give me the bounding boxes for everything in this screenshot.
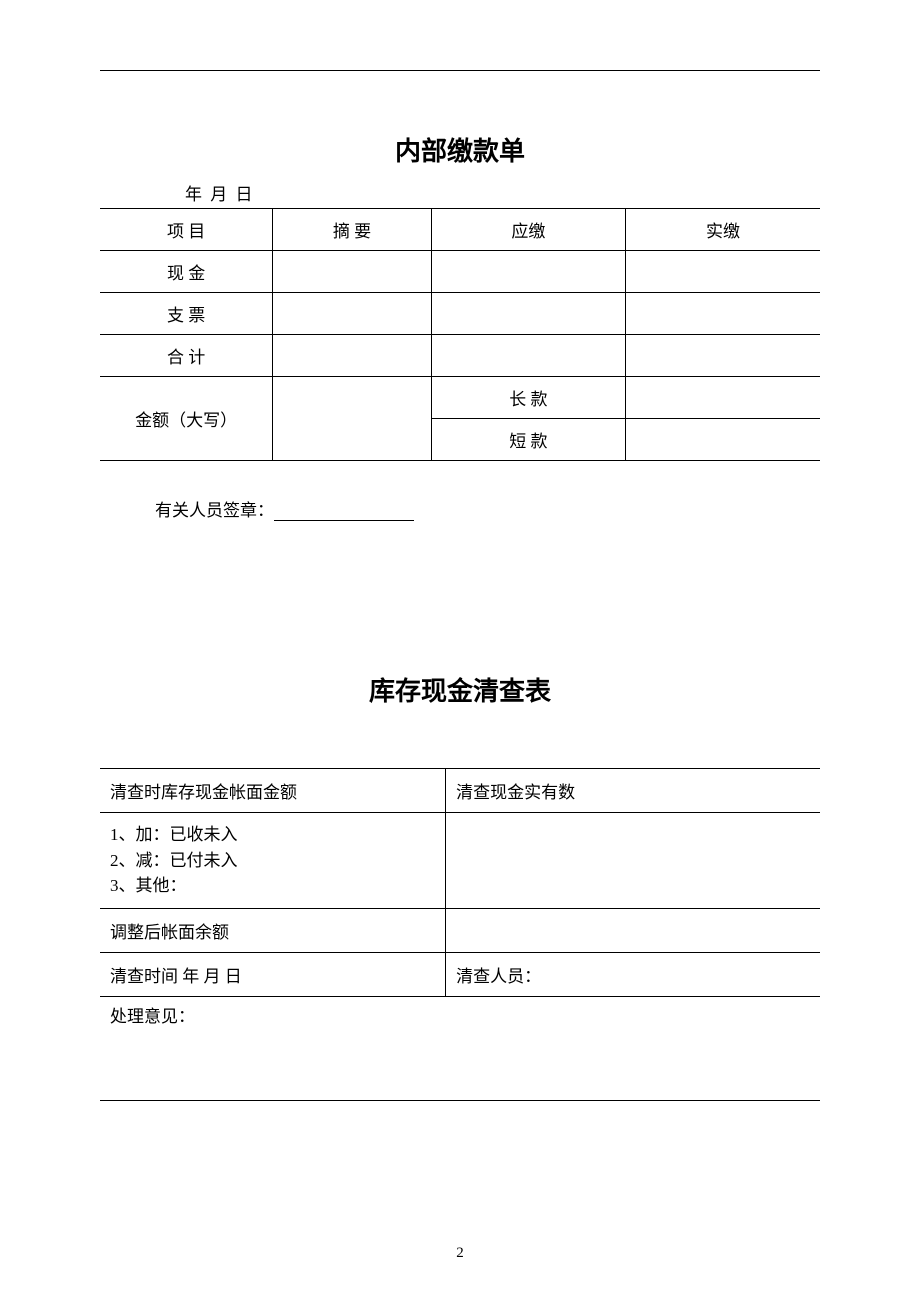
signature-field[interactable]	[274, 520, 414, 521]
row-cash: 现 金	[100, 251, 820, 293]
t2-r3c1: 调整后帐面余额	[100, 908, 446, 952]
payment-table: 项 目 摘 要 应缴 实缴 现 金 支 票 合 计 金额（大写） 长 款	[100, 208, 820, 461]
top-divider	[100, 70, 820, 71]
t2-row2: 1、加：已收未入 2、减：已付未入 3、其他：	[100, 813, 820, 909]
t2-r4c1: 清查时间 年 月 日	[100, 952, 446, 996]
t2-row4: 清查时间 年 月 日 清查人员：	[100, 952, 820, 996]
cell-check-label: 支 票	[100, 293, 273, 335]
row-check: 支 票	[100, 293, 820, 335]
cell-cash-summary[interactable]	[273, 251, 431, 293]
page-number: 2	[0, 1245, 920, 1262]
header-summary: 摘 要	[273, 209, 431, 251]
cell-cash-due[interactable]	[431, 251, 625, 293]
cell-check-summary[interactable]	[273, 293, 431, 335]
t2-r2-line1: 1、加：已收未入	[110, 825, 238, 844]
row-amount-long: 金额（大写） 长 款	[100, 377, 820, 419]
cell-short-label: 短 款	[431, 419, 625, 461]
t2-r1c2: 清查现金实有数	[446, 769, 820, 813]
cell-check-actual[interactable]	[626, 293, 820, 335]
cell-cash-label: 现 金	[100, 251, 273, 293]
header-actual: 实缴	[626, 209, 820, 251]
cell-total-due[interactable]	[431, 335, 625, 377]
cell-amount-words: 金额（大写）	[100, 377, 273, 461]
signature-line: 有关人员签章：	[100, 496, 820, 521]
header-due: 应缴	[431, 209, 625, 251]
t2-row3: 调整后帐面余额	[100, 908, 820, 952]
cell-cash-actual[interactable]	[626, 251, 820, 293]
t2-r2-line3: 3、其他：	[110, 876, 187, 895]
signature-label: 有关人员签章：	[155, 501, 274, 520]
opinion-label: 处理意见：	[100, 997, 820, 1032]
cell-long-value[interactable]	[626, 377, 820, 419]
t2-row1: 清查时库存现金帐面金额 清查现金实有数	[100, 769, 820, 813]
cash-check-table: 清查时库存现金帐面金额 清查现金实有数 1、加：已收未入 2、减：已付未入 3、…	[100, 768, 820, 997]
t2-r1c1: 清查时库存现金帐面金额	[100, 769, 446, 813]
cell-short-value[interactable]	[626, 419, 820, 461]
header-project: 项 目	[100, 209, 273, 251]
cell-total-label: 合 计	[100, 335, 273, 377]
bottom-divider	[100, 1100, 820, 1101]
t2-r2c2[interactable]	[446, 813, 820, 909]
form1-title: 内部缴款单	[100, 131, 820, 168]
cell-check-due[interactable]	[431, 293, 625, 335]
cell-total-summary[interactable]	[273, 335, 431, 377]
form1-date: 年 月 日	[100, 180, 820, 205]
cell-amount-value[interactable]	[273, 377, 431, 461]
t2-r3c2[interactable]	[446, 908, 820, 952]
t2-r4c2: 清查人员：	[446, 952, 820, 996]
row-total: 合 计	[100, 335, 820, 377]
form2-title: 库存现金清查表	[100, 671, 820, 708]
cell-long-label: 长 款	[431, 377, 625, 419]
t2-r2c1: 1、加：已收未入 2、减：已付未入 3、其他：	[100, 813, 446, 909]
cell-total-actual[interactable]	[626, 335, 820, 377]
t2-r2-line2: 2、减：已付未入	[110, 851, 238, 870]
table-header-row: 项 目 摘 要 应缴 实缴	[100, 209, 820, 251]
